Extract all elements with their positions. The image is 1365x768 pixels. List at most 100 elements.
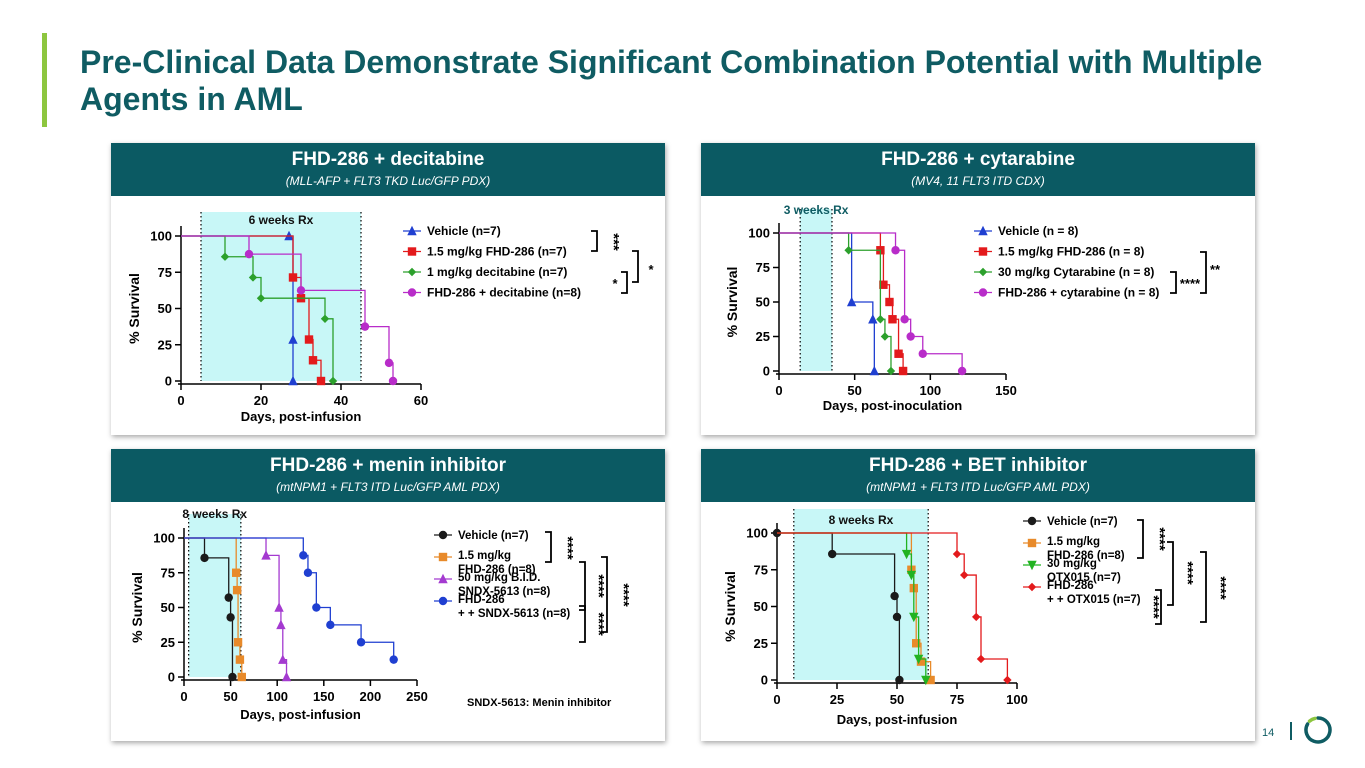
legend-label-line: FHD-286 xyxy=(458,594,505,606)
significance-label: **** xyxy=(559,536,576,560)
data-point-series-0 xyxy=(895,675,904,685)
legend-label-line: 1.5 mg/kg xyxy=(1047,536,1100,548)
x-axis-title: Days, post-infusion xyxy=(837,712,958,727)
y-tick-label: 100 xyxy=(153,531,175,546)
y-tick-label: 0 xyxy=(165,374,172,389)
significance-label: **** xyxy=(1151,527,1168,551)
legend-label: FHD-286 + decitabine (n=8) xyxy=(427,286,581,300)
x-tick-label: 0 xyxy=(775,383,782,398)
legend-label: Vehicle (n=7) xyxy=(458,530,529,542)
legend-marker xyxy=(407,267,417,277)
survival-chart-decitabine: 6 weeks Rx 0 25 50 75 100 0 20 40 60 Days, post-in… xyxy=(126,212,654,424)
significance-label: **** xyxy=(1212,576,1229,600)
data-point-series-1 xyxy=(898,366,908,376)
legend-label-line: + + OTX015 (n=7) xyxy=(1047,594,1141,606)
x-tick-label: 50 xyxy=(847,383,861,398)
legend-label: Vehicle (n=7) xyxy=(1047,516,1118,528)
x-tick-label: 250 xyxy=(406,689,428,704)
x-tick-label: 20 xyxy=(254,393,268,408)
x-tick-label: 200 xyxy=(360,689,382,704)
data-point-series-2 xyxy=(248,273,258,282)
legend-marker xyxy=(1027,516,1037,526)
y-axis-title: % Survival xyxy=(126,273,142,344)
treatment-window xyxy=(201,212,361,381)
data-point-series-3 xyxy=(906,332,915,341)
legend-marker xyxy=(438,552,448,562)
significance-label: **** xyxy=(590,574,607,598)
data-point-series-0 xyxy=(846,296,857,307)
panel-bet-inhibitor: FHD-286 + BET inhibitor (mtNPM1 + FLT3 I… xyxy=(701,449,1255,741)
data-point-series-2 xyxy=(880,332,890,341)
data-point-series-3 xyxy=(356,638,366,647)
y-tick-label: 50 xyxy=(161,600,175,615)
treatment-label: 3 weeks Rx xyxy=(784,203,849,217)
data-point-series-3 xyxy=(891,246,900,255)
legend-label-line: Vehicle (n=7) xyxy=(1047,516,1118,528)
x-axis-title: Days, post-infusion xyxy=(241,409,362,424)
legend-marker xyxy=(978,288,988,297)
data-point-series-0 xyxy=(200,553,209,563)
legend-label-line: FHD-286 xyxy=(1047,580,1094,592)
y-tick-label: 25 xyxy=(161,635,175,650)
legend-marker xyxy=(1027,538,1037,548)
data-point-series-1 xyxy=(879,280,888,289)
legend-marker xyxy=(1027,582,1037,592)
y-tick-label: 50 xyxy=(754,599,768,614)
legend-marker xyxy=(407,225,417,236)
significance-label: **** xyxy=(1145,595,1162,619)
y-tick-label: 0 xyxy=(168,670,175,685)
panel-menin-inhibitor: FHD-286 + menin inhibitor (mtNPM1 + FLT3… xyxy=(111,449,665,741)
x-axis-title: Days, post-inoculation xyxy=(823,398,962,413)
significance-bracket xyxy=(579,561,586,611)
y-axis-title: % Survival xyxy=(129,572,145,643)
x-tick-label: 25 xyxy=(830,692,844,707)
panel-title: FHD-286 + menin inhibitor xyxy=(270,455,506,476)
significance-bracket xyxy=(601,556,608,633)
data-point-series-3 xyxy=(957,366,967,376)
company-logo-icon xyxy=(1304,716,1332,744)
y-tick-label: 100 xyxy=(150,229,172,244)
significance-bracket xyxy=(1200,551,1207,623)
data-point-series-3 xyxy=(976,654,986,664)
y-tick-label: 50 xyxy=(158,301,172,316)
data-point-series-2 xyxy=(278,654,288,664)
data-point-series-0 xyxy=(868,314,878,324)
data-point-series-3 xyxy=(244,249,254,259)
panel-header: FHD-286 + menin inhibitor (mtNPM1 + FLT3… xyxy=(111,449,665,502)
significance-label: *** xyxy=(605,233,622,251)
survival-chart-bet: 8 weeks Rx 0 25 50 75 100 0 25 50 75 100 Days, post… xyxy=(722,509,1229,727)
x-tick-label: 150 xyxy=(995,383,1017,398)
panel-subtitle: (MLL-AFP + FLT3 TKD Luc/GFP PDX) xyxy=(285,174,491,188)
y-tick-label: 25 xyxy=(756,329,770,344)
data-point-series-3 xyxy=(384,358,394,368)
accent-bar xyxy=(42,33,47,127)
legend-label: 1.5 mg/kg FHD-286 (n=8) xyxy=(1047,536,1125,562)
x-tick-label: 100 xyxy=(266,689,288,704)
panel-header: FHD-286 + decitabine (MLL-AFP + FLT3 TKD… xyxy=(111,143,665,196)
legend-marker xyxy=(438,530,448,540)
legend-marker xyxy=(1027,560,1037,571)
significance-label: **** xyxy=(1179,561,1196,585)
x-tick-label: 150 xyxy=(313,689,335,704)
y-tick-label: 75 xyxy=(754,562,768,577)
x-tick-label: 0 xyxy=(180,689,187,704)
data-point-series-2 xyxy=(913,654,924,665)
panel-subtitle: (MV4, 11 FLT3 ITD CDX) xyxy=(911,174,1045,188)
data-point-series-2 xyxy=(274,602,284,612)
data-point-series-2 xyxy=(256,294,266,303)
panel-header: FHD-286 + cytarabine (MV4, 11 FLT3 ITD C… xyxy=(701,143,1255,196)
panel-title: FHD-286 + BET inhibitor xyxy=(869,455,1087,476)
panel-note: SNDX-5613: Menin inhibitor xyxy=(467,697,612,709)
significance-bracket xyxy=(621,271,628,294)
significance-label: **** xyxy=(615,583,632,607)
significance-label: ** xyxy=(1210,262,1221,277)
data-point-series-0 xyxy=(869,365,880,376)
x-tick-label: 75 xyxy=(950,692,964,707)
data-point-series-2 xyxy=(220,252,230,261)
y-tick-label: 50 xyxy=(756,295,770,310)
legend-label-line: Vehicle (n=7) xyxy=(458,530,529,542)
data-point-series-1 xyxy=(304,335,314,344)
legend-label-line: FHD-286 (n=8) xyxy=(1047,550,1125,562)
panel-header: FHD-286 + BET inhibitor (mtNPM1 + FLT3 I… xyxy=(701,449,1255,502)
data-point-series-3 xyxy=(1003,675,1012,685)
